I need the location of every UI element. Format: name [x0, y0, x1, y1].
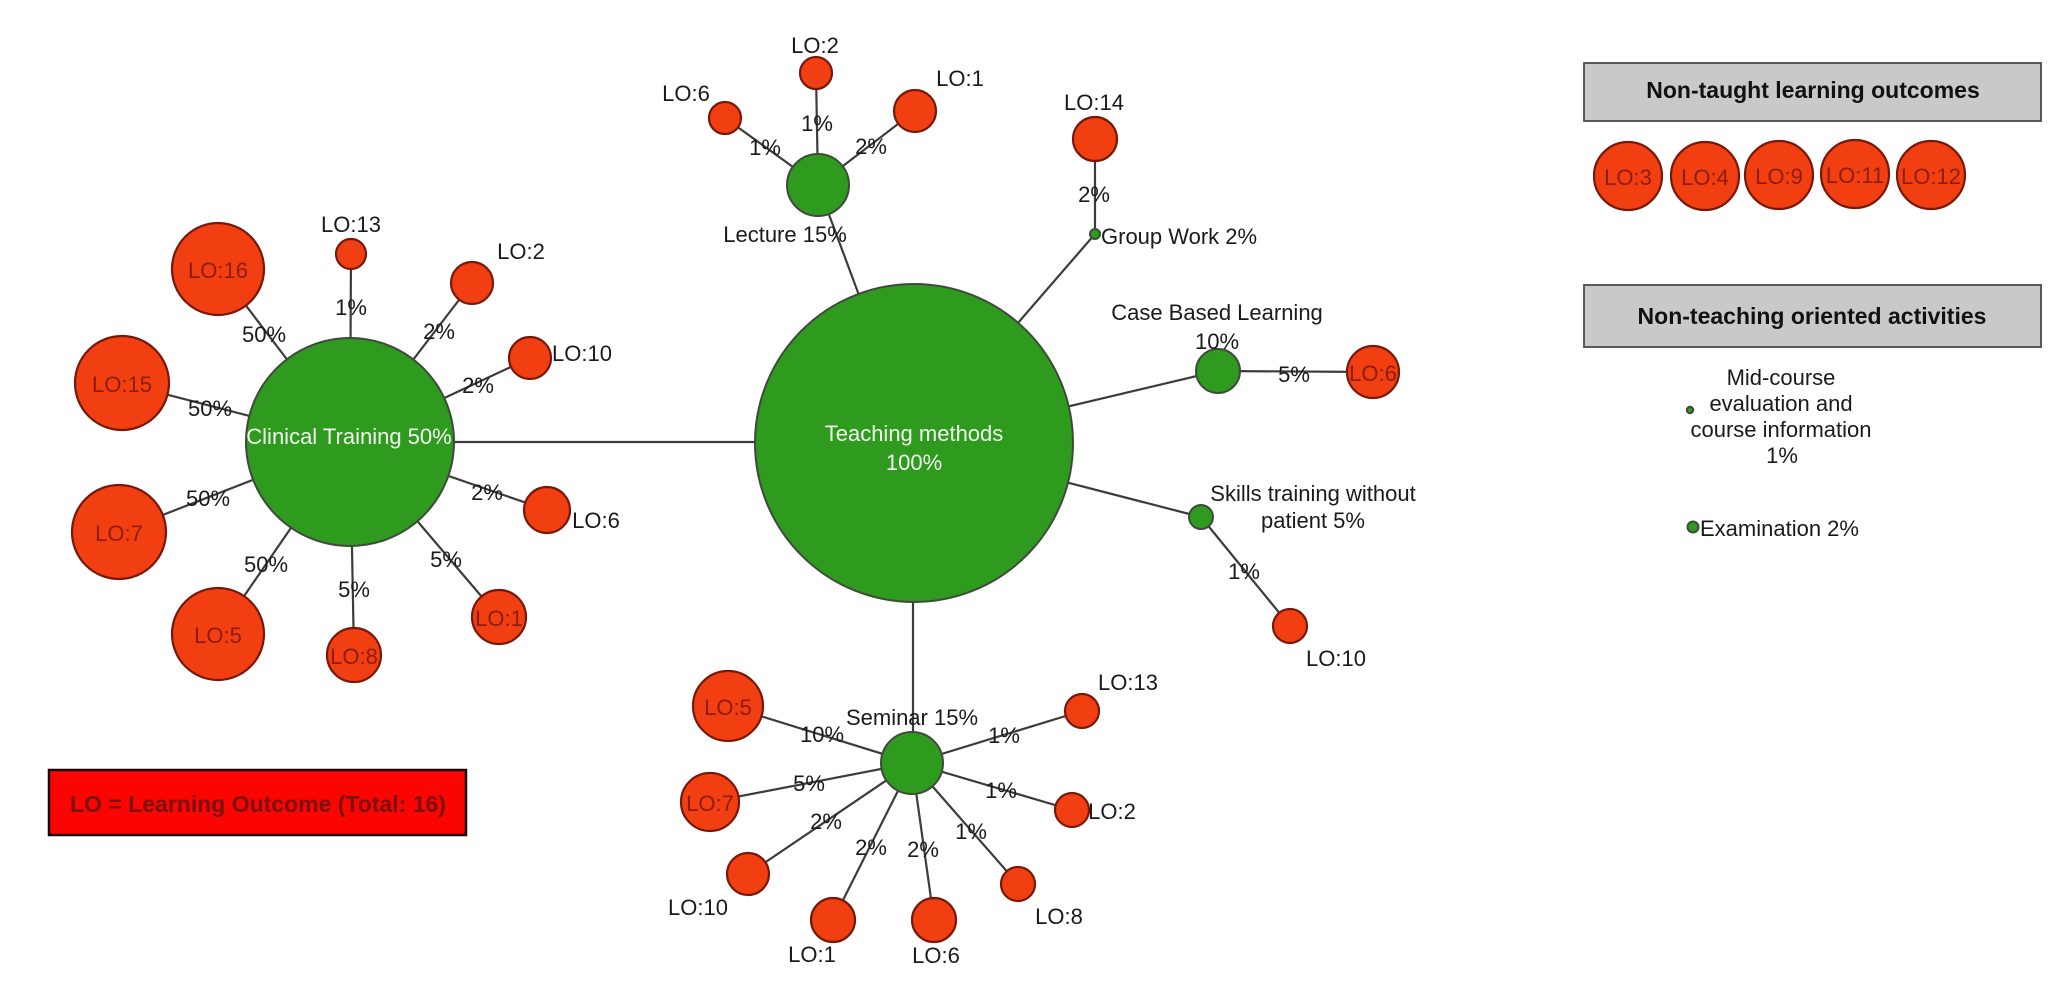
svg-text:course information: course information — [1691, 417, 1872, 442]
svg-text:5%: 5% — [1278, 362, 1310, 387]
svg-text:2%: 2% — [810, 809, 842, 834]
svg-text:Examination 2%: Examination 2% — [1700, 516, 1859, 541]
svg-text:LO:6: LO:6 — [912, 943, 960, 968]
svg-text:LO:11: LO:11 — [1826, 163, 1884, 188]
svg-text:50%: 50% — [186, 486, 230, 511]
svg-text:5%: 5% — [430, 547, 462, 572]
svg-text:1%: 1% — [988, 723, 1020, 748]
svg-text:LO:5: LO:5 — [194, 623, 242, 648]
svg-text:Lecture 15%: Lecture 15% — [723, 222, 847, 247]
svg-text:5%: 5% — [338, 577, 370, 602]
svg-text:1%: 1% — [985, 778, 1017, 803]
svg-text:Seminar 15%: Seminar 15% — [846, 705, 978, 730]
svg-text:100%: 100% — [886, 450, 942, 475]
svg-text:Skills training without: Skills training without — [1210, 481, 1415, 506]
svg-text:LO:6: LO:6 — [572, 508, 620, 533]
svg-text:1%: 1% — [801, 111, 833, 136]
svg-text:LO:6: LO:6 — [1349, 361, 1397, 386]
svg-text:LO:1: LO:1 — [788, 942, 836, 967]
svg-text:LO:8: LO:8 — [330, 644, 378, 669]
svg-text:Mid-course: Mid-course — [1727, 365, 1836, 390]
svg-text:5%: 5% — [793, 771, 825, 796]
svg-text:2%: 2% — [471, 480, 503, 505]
svg-text:LO:3: LO:3 — [1604, 165, 1652, 190]
svg-text:LO:16: LO:16 — [188, 258, 248, 283]
svg-text:1%: 1% — [1228, 559, 1260, 584]
svg-text:LO:12: LO:12 — [1901, 164, 1961, 189]
svg-text:1%: 1% — [955, 819, 987, 844]
svg-text:LO:10: LO:10 — [1306, 646, 1366, 671]
svg-text:1%: 1% — [749, 135, 781, 160]
svg-text:10%: 10% — [1195, 329, 1239, 354]
svg-text:50%: 50% — [244, 552, 288, 577]
svg-text:Teaching methods: Teaching methods — [825, 421, 1004, 446]
svg-text:LO:10: LO:10 — [552, 341, 612, 366]
svg-text:LO:15: LO:15 — [92, 372, 152, 397]
svg-text:2%: 2% — [462, 373, 494, 398]
svg-text:patient 5%: patient 5% — [1261, 508, 1365, 533]
svg-text:LO:1: LO:1 — [475, 606, 523, 631]
svg-text:50%: 50% — [188, 396, 232, 421]
svg-text:Group Work 2%: Group Work 2% — [1101, 224, 1257, 249]
svg-text:LO:13: LO:13 — [321, 212, 381, 237]
svg-text:LO:2: LO:2 — [791, 33, 839, 58]
svg-text:2%: 2% — [423, 319, 455, 344]
svg-text:LO:14: LO:14 — [1064, 90, 1124, 115]
svg-text:50%: 50% — [242, 322, 286, 347]
svg-text:LO:7: LO:7 — [686, 791, 734, 816]
svg-text:10%: 10% — [800, 722, 844, 747]
svg-text:Case Based Learning: Case Based Learning — [1111, 300, 1323, 325]
svg-text:Non-teaching oriented activiti: Non-teaching oriented activities — [1638, 303, 1987, 329]
svg-text:1%: 1% — [335, 295, 367, 320]
svg-text:Non-taught learning outcomes: Non-taught learning outcomes — [1646, 77, 1980, 103]
svg-text:2%: 2% — [907, 837, 939, 862]
svg-text:LO:9: LO:9 — [1755, 164, 1803, 189]
svg-text:LO:4: LO:4 — [1681, 165, 1729, 190]
svg-text:LO:8: LO:8 — [1035, 904, 1083, 929]
svg-text:LO:13: LO:13 — [1098, 670, 1158, 695]
svg-text:LO:2: LO:2 — [497, 239, 545, 264]
svg-text:LO = Learning Outcome (Total:: LO = Learning Outcome (Total: 16) — [70, 791, 446, 817]
svg-text:LO:10: LO:10 — [668, 895, 728, 920]
svg-text:2%: 2% — [855, 835, 887, 860]
svg-text:Clinical Training 50%: Clinical Training 50% — [246, 424, 451, 449]
svg-text:LO:2: LO:2 — [1088, 799, 1136, 824]
svg-text:2%: 2% — [855, 134, 887, 159]
svg-text:evaluation and: evaluation and — [1709, 391, 1852, 416]
svg-text:LO:1: LO:1 — [936, 66, 984, 91]
svg-text:LO:5: LO:5 — [704, 695, 752, 720]
svg-text:LO:6: LO:6 — [662, 81, 710, 106]
svg-text:1%: 1% — [1766, 443, 1798, 468]
svg-text:2%: 2% — [1078, 182, 1110, 207]
svg-text:LO:7: LO:7 — [95, 521, 143, 546]
